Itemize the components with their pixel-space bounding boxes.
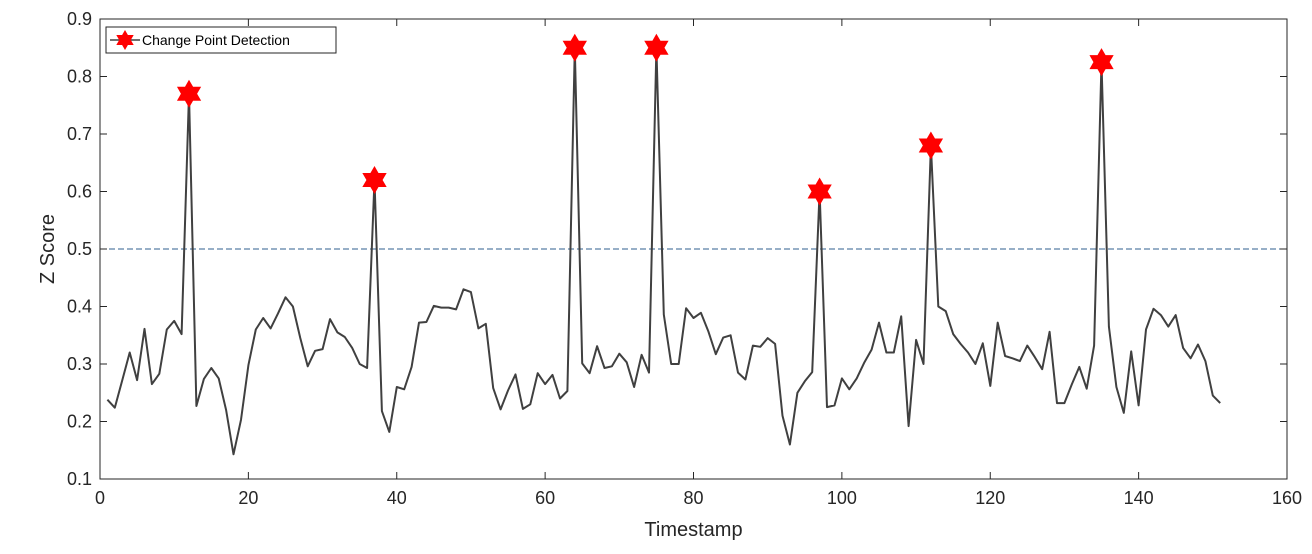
y-axis: 0.1 0.2 0.3 0.4 0.5 0.6 0.7 0.8 0.9 [67,9,1287,489]
y-tick-label: 0.5 [67,239,92,259]
y-tick-label: 0.3 [67,354,92,374]
y-tick-label: 0.1 [67,469,92,489]
x-tick-label: 0 [95,488,105,508]
change-point-marker [918,131,944,160]
legend: Change Point Detection [105,26,337,54]
y-tick-label: 0.4 [67,297,92,317]
y-axis-title: Z Score [37,214,59,284]
marker-layer [176,33,1114,206]
x-tick-label: 120 [975,488,1005,508]
change-point-marker [562,33,587,62]
legend-box [105,26,337,54]
y-tick-label: 0.6 [67,182,92,202]
x-axis-title: Timestamp [644,519,742,541]
x-tick-label: 100 [827,488,857,508]
x-tick-label: 60 [535,488,555,508]
x-tick-label: 160 [1272,488,1302,508]
legend-marker-swatch [116,30,134,50]
y-tick-label: 0.7 [67,124,92,144]
x-tick-label: 40 [387,488,407,508]
y-tick-label: 0.2 [67,412,92,432]
change-point-marker [1089,48,1114,77]
change-point-marker [362,165,387,195]
x-tick-label: 140 [1124,488,1154,508]
x-tick-label: 20 [238,488,258,508]
y-tick-label: 0.9 [67,9,92,29]
z-score-line [106,46,1221,456]
x-tick-label: 80 [683,488,703,508]
x-axis: 0 20 40 60 80 100 120 140 160 [95,19,1302,508]
change-point-marker [176,79,202,108]
y-tick-label: 0.8 [67,67,92,87]
plot-area [99,18,1288,480]
change-point-marker [644,33,669,62]
series-layer [106,46,1221,456]
legend-label: Change Point Detection [142,32,290,48]
change-point-marker [807,177,832,206]
